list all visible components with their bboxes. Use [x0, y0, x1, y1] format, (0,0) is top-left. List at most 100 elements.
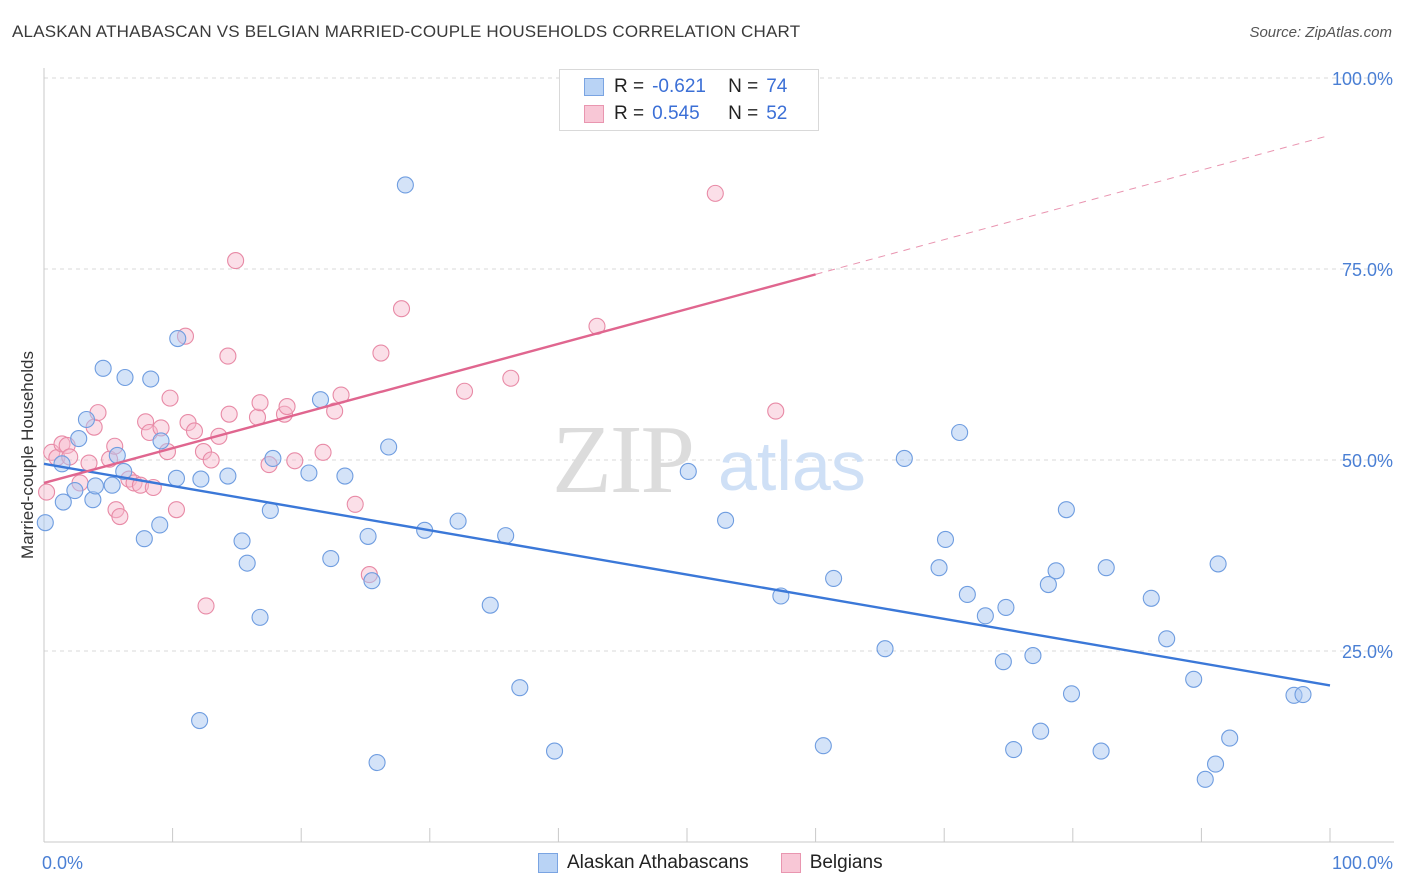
- athabascan-point: [152, 432, 170, 450]
- athabascan-point: [1206, 755, 1225, 773]
- athabascan-point: [167, 469, 186, 487]
- athabascan-point: [336, 467, 354, 485]
- belgians-point: [372, 344, 390, 362]
- athabascan-point: [1032, 722, 1050, 740]
- belgians-point: [326, 402, 344, 420]
- athabascan-point: [103, 476, 121, 494]
- athabascan-point: [1196, 770, 1214, 788]
- athabascan-point: [1057, 501, 1075, 519]
- athabascan-point: [481, 596, 499, 614]
- belgians-point: [202, 451, 220, 469]
- athabascan-point: [36, 514, 54, 532]
- belgians-point: [314, 443, 332, 461]
- y-tick-labels: 25.0% 50.0% 75.0% 100.0%: [1332, 69, 1393, 662]
- belgians-point: [392, 300, 411, 318]
- y-tick-label: 75.0%: [1342, 260, 1393, 280]
- athabascan-point: [322, 550, 340, 568]
- athabascan-point: [380, 438, 398, 456]
- athabascan-point: [169, 329, 187, 348]
- athabascan-point: [66, 482, 84, 500]
- legend-n-value: 52: [766, 103, 788, 124]
- belgians-point: [38, 483, 56, 501]
- athabascan-point: [396, 176, 414, 194]
- athabascan-point: [86, 477, 104, 495]
- belgians-point: [167, 501, 186, 519]
- athabascan-point: [192, 470, 210, 488]
- athabascan-point: [976, 607, 994, 625]
- athabascan-point: [1294, 685, 1312, 704]
- belgians-point: [706, 184, 724, 202]
- athabascan-point: [191, 711, 209, 730]
- athabascan-point: [1062, 685, 1081, 703]
- athabascan-point: [895, 449, 913, 468]
- athabascan-point: [1185, 670, 1203, 688]
- athabascan-point: [142, 370, 160, 388]
- athabascan-point: [151, 516, 169, 534]
- athabascan-point: [368, 753, 386, 772]
- legend-swatch-pink: [584, 105, 604, 123]
- athabascan-point: [1039, 575, 1057, 594]
- source-credit: Source: ZipAtlas.com: [1249, 24, 1392, 41]
- legend-row-belgians: R = 0.545 N = 52: [584, 102, 787, 126]
- athabascan-point: [1005, 741, 1023, 759]
- athabascan-point: [951, 423, 969, 442]
- athabascan-point: [1024, 647, 1042, 665]
- athabascan-point: [1092, 742, 1110, 760]
- athabascan-trend-line: [43, 462, 1331, 687]
- belgians-point: [286, 452, 304, 470]
- athabascan-point: [1047, 562, 1065, 580]
- y-tick-label: 100.0%: [1332, 69, 1393, 89]
- series-legend: Alaskan Athabascans Belgians: [538, 852, 915, 874]
- legend-item-belgians: Belgians: [780, 852, 883, 874]
- athabascan-point: [1142, 589, 1160, 607]
- athabascan-point: [70, 430, 88, 448]
- legend-row-athabascan: R = -0.621 N = 74: [584, 75, 787, 99]
- x-tick-labels: 0.0% 100.0%: [42, 853, 1393, 873]
- belgians-point: [767, 402, 785, 420]
- athabascan-point: [363, 572, 381, 590]
- athabascan-point: [1158, 630, 1176, 648]
- athabascan-point: [511, 679, 529, 697]
- belgians-points: [38, 184, 785, 615]
- legend-r-label: R =: [614, 103, 645, 124]
- athabascan-point: [251, 608, 269, 626]
- chart-title: ALASKAN ATHABASCAN VS BELGIAN MARRIED-CO…: [12, 22, 801, 41]
- athabascan-point: [958, 585, 976, 604]
- athabascan-point: [876, 640, 894, 658]
- legend-r-value: -0.621: [652, 76, 706, 97]
- athabascan-point: [1097, 559, 1115, 577]
- belgians-point: [219, 347, 237, 365]
- trend-lines: [43, 134, 1331, 687]
- athabascan-point: [717, 511, 735, 529]
- y-tick-label: 50.0%: [1342, 451, 1393, 471]
- athabascan-point: [300, 464, 318, 482]
- athabascan-point: [219, 467, 237, 485]
- athabascan-point: [994, 653, 1012, 671]
- y-tick-label: 25.0%: [1342, 642, 1393, 662]
- athabascan-point: [936, 530, 955, 549]
- legend-item-athabascans: Alaskan Athabascans: [538, 852, 749, 874]
- athabascan-point: [814, 737, 832, 755]
- belgians-point: [346, 495, 364, 513]
- legend-n-value: 74: [766, 76, 788, 97]
- belgians-point: [137, 413, 155, 431]
- athabascan-point: [115, 462, 133, 481]
- athabascan-point: [997, 598, 1015, 617]
- legend-n-label: N =: [728, 103, 759, 124]
- athabascan-point: [233, 532, 251, 550]
- belgians-point: [161, 389, 179, 407]
- athabascan-point: [264, 449, 282, 468]
- x-tick-label: 100.0%: [1332, 853, 1393, 873]
- athabascan-points: [36, 176, 1312, 788]
- athabascan-point: [1221, 729, 1239, 747]
- athabascan-point: [53, 455, 71, 473]
- athabascan-point: [825, 569, 843, 587]
- watermark-atlas: atlas: [718, 427, 866, 505]
- athabascan-point: [135, 530, 153, 548]
- belgians-point: [197, 597, 215, 615]
- watermark-zip: ZIP: [552, 406, 693, 514]
- legend-label-belgians: Belgians: [809, 852, 883, 873]
- belgians-trend-line: [43, 273, 816, 485]
- belgians-point: [111, 507, 129, 526]
